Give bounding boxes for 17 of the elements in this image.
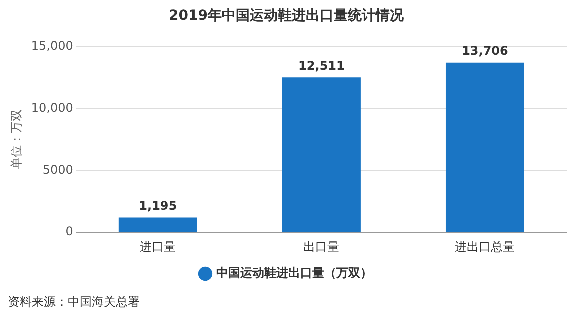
data-label: 13,706 bbox=[462, 44, 508, 58]
y-tick-label: 0 bbox=[66, 224, 74, 239]
y-tick-label: 5000 bbox=[42, 162, 74, 177]
bar bbox=[446, 62, 524, 232]
x-tick-label: 进出口总量 bbox=[455, 240, 516, 254]
chart-title: 2019年中国运动鞋进出口量统计情况 bbox=[169, 7, 405, 24]
bar bbox=[282, 78, 361, 232]
bar bbox=[118, 218, 198, 232]
legend-label: 中国运动鞋进出口量（万双） bbox=[216, 266, 372, 280]
text: 资料来源：中国海关总署 bbox=[8, 294, 140, 311]
y-tick-label: 10,000 bbox=[31, 100, 74, 115]
data-label: 12,511 bbox=[298, 58, 345, 73]
x-tick-label: 进口量 bbox=[140, 240, 176, 254]
y-tick-label: 15,000 bbox=[31, 38, 74, 53]
data-label: 1,195 bbox=[139, 198, 178, 213]
x-tick-label: 出口量 bbox=[304, 240, 340, 254]
y-axis-title: 单位：万双 bbox=[9, 110, 24, 170]
